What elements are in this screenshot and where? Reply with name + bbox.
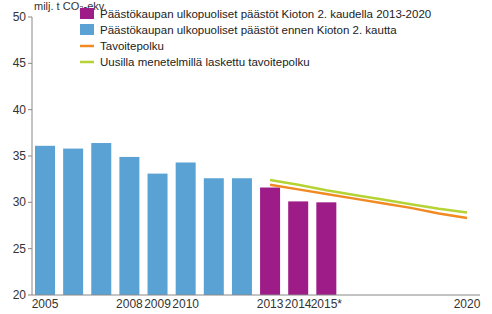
legend-swatch xyxy=(80,45,94,48)
legend-label: Uusilla menetelmillä laskettu tavoitepol… xyxy=(100,56,310,68)
legend-label: Tavoitepolku xyxy=(100,40,164,52)
y-axis-label: milj. t CO₂-ekv. xyxy=(34,0,107,12)
y-tick xyxy=(28,248,32,249)
bar xyxy=(288,201,308,295)
y-tick-label: 25 xyxy=(13,242,27,256)
bar xyxy=(316,202,336,295)
x-tick-label: 2009 xyxy=(144,297,171,311)
x-tick-label: 2013 xyxy=(257,297,284,311)
plot-area xyxy=(35,143,467,295)
line xyxy=(270,180,467,212)
y-tick-label: 40 xyxy=(13,103,27,117)
y-tick xyxy=(28,63,32,64)
legend-swatch xyxy=(80,8,94,19)
chart: milj. t CO₂-ekv.202530354045502005200820… xyxy=(0,0,492,314)
y-tick xyxy=(28,17,32,18)
y-tick-label: 50 xyxy=(13,10,27,24)
y-tick-label: 20 xyxy=(13,288,27,302)
bar xyxy=(35,146,55,295)
y-tick xyxy=(28,295,32,296)
y-tick-label: 45 xyxy=(13,56,27,70)
bar xyxy=(176,162,196,295)
legend-swatch xyxy=(80,61,94,64)
x-tick-label: 2020 xyxy=(454,297,481,311)
bar xyxy=(260,188,280,295)
bar xyxy=(148,174,168,295)
bar xyxy=(91,143,111,295)
bar xyxy=(63,149,83,295)
y-tick-label: 35 xyxy=(13,149,27,163)
line xyxy=(270,185,467,218)
x-tick-label: 2010 xyxy=(172,297,199,311)
x-axis xyxy=(32,295,480,296)
x-tick-label: 2014 xyxy=(285,297,312,311)
legend-label: Päästökaupan ulkopuoliset päästöt ennen … xyxy=(100,24,397,36)
y-tick xyxy=(28,156,32,157)
x-tick-label: 2005 xyxy=(32,297,59,311)
y-tick xyxy=(28,202,32,203)
y-tick-label: 30 xyxy=(13,195,27,209)
bar xyxy=(232,178,252,295)
x-tick-label: 2008 xyxy=(116,297,143,311)
legend-swatch xyxy=(80,24,94,35)
bar xyxy=(204,178,224,295)
legend-label: Päästökaupan ulkopuoliset päästöt Kioton… xyxy=(100,8,431,20)
y-tick xyxy=(28,109,32,110)
bar xyxy=(119,157,139,295)
x-tick-label: 2015* xyxy=(311,297,343,311)
y-axis xyxy=(32,17,33,295)
